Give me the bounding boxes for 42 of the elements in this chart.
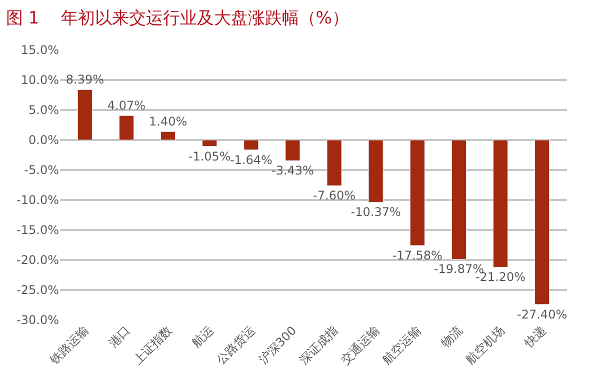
y-tick-label: 10.0% — [20, 73, 59, 88]
data-label: -27.40% — [517, 307, 568, 322]
chart-title: 图 1 年初以来交运行业及大盘涨跌幅（%） — [6, 8, 349, 28]
y-tick-label: 15.0% — [20, 43, 59, 58]
data-label: -10.37% — [350, 205, 401, 220]
bar — [534, 140, 550, 305]
data-label: -1.05% — [188, 149, 231, 164]
x-tick-label: 深证成指 — [296, 323, 341, 368]
data-label: -7.60% — [313, 188, 356, 203]
data-label: 1.40% — [148, 114, 188, 129]
data-label: 8.39% — [66, 72, 104, 87]
data-label: -17.58% — [392, 248, 442, 262]
bar — [492, 140, 508, 268]
y-tick-label: -20.0% — [16, 253, 59, 268]
x-tick-label: 上证指数 — [130, 323, 174, 368]
y-tick-label: -10.0% — [16, 193, 59, 208]
y-tick-label: -5.0% — [24, 163, 59, 178]
x-tick-label: 港口 — [106, 323, 133, 350]
x-tick-label: 交通运输 — [338, 323, 382, 368]
bar — [118, 115, 134, 140]
data-label: -3.43% — [271, 164, 314, 178]
bar — [326, 140, 342, 186]
y-tick-label: 0.0% — [28, 133, 59, 148]
bar — [202, 140, 218, 147]
x-tick-label: 航空机场 — [463, 323, 507, 368]
x-tick-label: 航空运输 — [380, 323, 424, 368]
x-tick-label: 快递 — [520, 323, 548, 352]
bar — [285, 140, 300, 161]
y-tick-label: 5.0% — [28, 103, 59, 118]
bar — [160, 131, 176, 140]
bar — [410, 140, 425, 246]
bar — [368, 140, 384, 202]
x-tick-label: 航运 — [189, 323, 216, 350]
y-tick-label: -15.0% — [16, 223, 59, 238]
bar — [244, 140, 259, 150]
bar — [77, 89, 92, 140]
bar — [451, 140, 466, 260]
y-tick-label: -25.0% — [16, 283, 59, 298]
x-tick-label: 物流 — [438, 323, 466, 350]
x-tick-label: 公路货运 — [214, 323, 258, 368]
data-label: 4.07% — [107, 98, 146, 113]
data-label: -1.64% — [230, 152, 272, 167]
